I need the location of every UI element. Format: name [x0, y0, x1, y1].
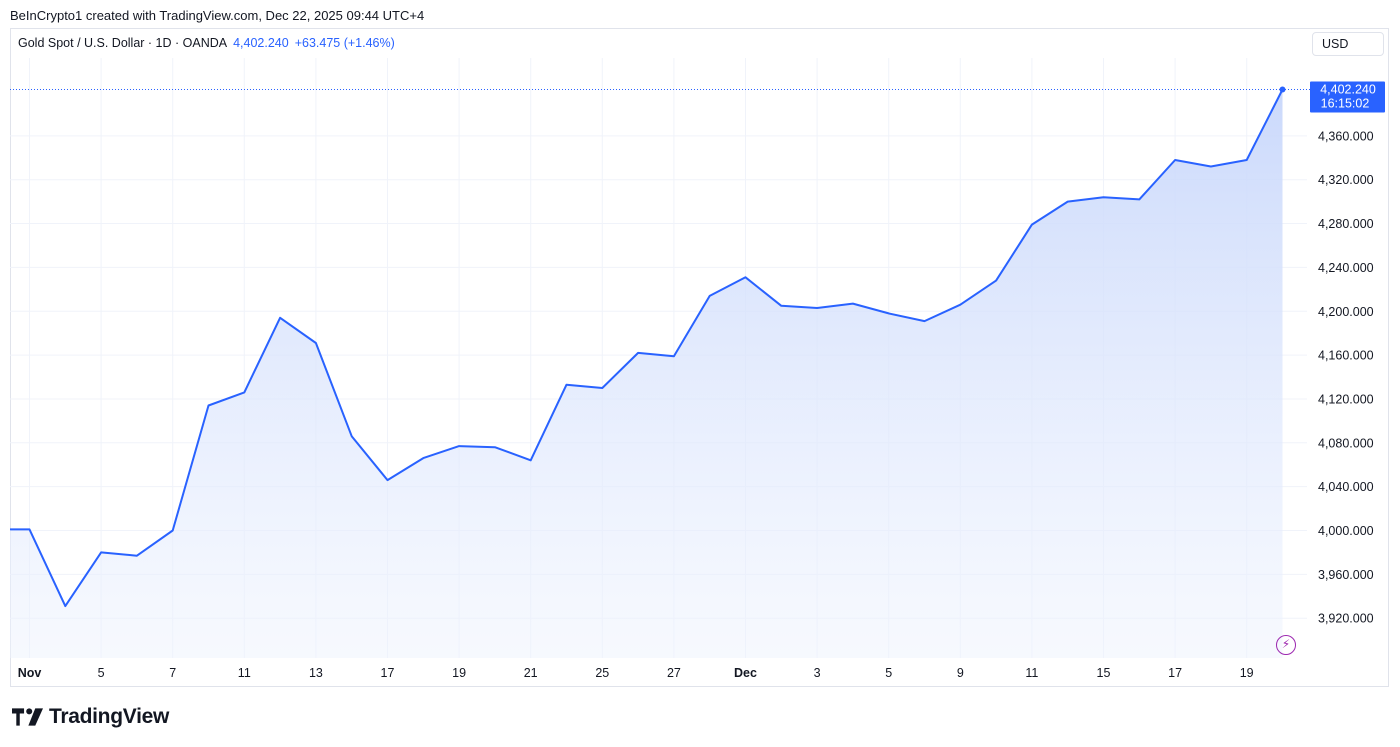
- symbol-legend[interactable]: Gold Spot / U.S. Dollar · 1D · OANDA 4,40…: [18, 36, 395, 50]
- tradingview-logo: TradingView: [12, 705, 169, 729]
- y-tick-label: 4,280.000: [1318, 217, 1374, 231]
- legend-change: +63.475 (+1.46%): [294, 36, 395, 50]
- last-price-badge: [1310, 81, 1385, 113]
- price-line: [10, 89, 1284, 608]
- y-tick-label: 3,920.000: [1318, 612, 1374, 626]
- chart-frame: [10, 28, 1389, 687]
- countdown-label: 16:15:02: [1321, 97, 1370, 111]
- y-tick-label: 4,080.000: [1318, 436, 1374, 450]
- last-price-label: 4,402.240: [1320, 83, 1376, 97]
- y-tick-label: 4,240.000: [1318, 261, 1374, 275]
- y-axis: 3,920.000 3,960.000 4,000.000 4,040.000 4,08…: [1318, 129, 1374, 625]
- y-tick-label: 4,320.000: [1318, 173, 1374, 187]
- y-tick-label: 4,120.000: [1318, 392, 1374, 406]
- x-tick-label: 13: [309, 666, 323, 680]
- x-tick-label: 17: [381, 666, 395, 680]
- x-tick-label: 21: [524, 666, 538, 680]
- y-tick-label: 4,040.000: [1318, 480, 1374, 494]
- y-tick-label: 4,200.000: [1318, 305, 1374, 319]
- x-tick-label: 5: [98, 666, 105, 680]
- area-fill: [10, 89, 1283, 658]
- x-tick-label: 7: [169, 666, 176, 680]
- x-tick-label: 3: [814, 666, 821, 680]
- last-price-dot: [1279, 86, 1286, 93]
- x-tick-label: 9: [957, 666, 964, 680]
- chart-attribution: BeInCrypto1 created with TradingView.com…: [10, 8, 425, 23]
- bolt-icon[interactable]: ⚡: [1276, 635, 1296, 655]
- x-tick-label: 19: [1240, 666, 1254, 680]
- currency-button[interactable]: USD: [1312, 32, 1384, 56]
- y-tick-label: 4,000.000: [1318, 524, 1374, 538]
- y-tick-label: 4,160.000: [1318, 349, 1374, 363]
- price-line-layer: 4001400139313980397740004114412641944171…: [10, 89, 1284, 608]
- x-tick-label: 11: [1025, 666, 1038, 680]
- x-axis: Nov 5 7 11 13 17 19 21 25 27 Dec 3 5 9 11 15 17 19: [18, 666, 1254, 680]
- y-tick-label: 4,360.000: [1318, 129, 1374, 143]
- x-tick-label: Nov: [18, 666, 42, 680]
- x-tick-label: 17: [1168, 666, 1182, 680]
- symbol-name: Gold Spot / U.S. Dollar · 1D · OANDA: [18, 36, 228, 50]
- x-tick-label: 25: [595, 666, 609, 680]
- tv-logo-icon: [12, 708, 43, 726]
- legend-price: 4,402.240: [233, 36, 289, 50]
- brand-name: TradingView: [49, 705, 170, 728]
- x-tick-label: Dec: [734, 666, 757, 680]
- x-tick-label: 19: [452, 666, 466, 680]
- area-fill-layer: [10, 89, 1283, 658]
- x-tick-label: 27: [667, 666, 681, 680]
- y-tick-label: 3,960.000: [1318, 568, 1374, 582]
- x-tick-label: 11: [238, 666, 251, 680]
- x-tick-label: 5: [885, 666, 892, 680]
- x-tick-label: 15: [1097, 666, 1111, 680]
